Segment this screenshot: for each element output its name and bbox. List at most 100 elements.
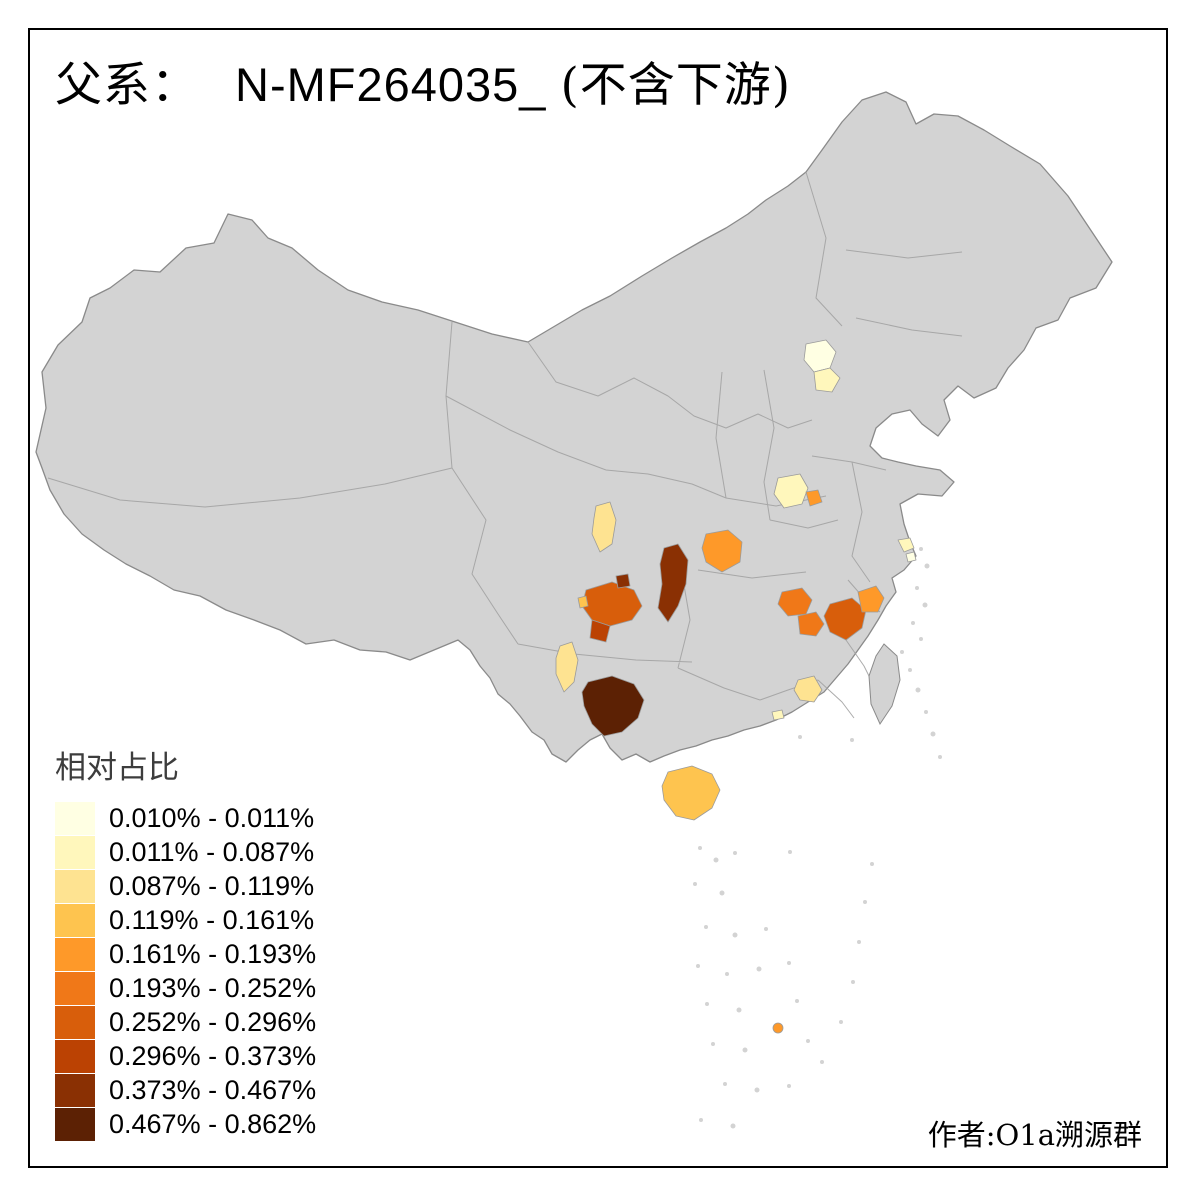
province-borders [47,171,963,719]
island-speck [820,1060,824,1064]
island-speck [863,900,867,904]
region-beijing-b [813,367,841,393]
legend-label: 0.087% - 0.119% [109,870,315,901]
island-speck [900,650,904,654]
legend-label: 0.011% - 0.087% [109,836,315,867]
island-speck [851,980,855,984]
legend-swatch [55,971,95,1005]
title-haplogroup-code: N-MF264035_ [235,58,547,111]
region-shanghai-a [897,537,915,553]
legend-item: 0.193% - 0.252% [55,971,316,1005]
island-speck [857,940,861,944]
legend-item: 0.119% - 0.161% [55,903,316,937]
island-speck [908,668,912,672]
legend-swatch [55,1073,95,1107]
island-speck [733,851,737,855]
region-hubei-small-dot [805,489,823,507]
legend-swatch [55,903,95,937]
legend: 相对占比 0.010% - 0.011% 0.011% - 0.087% 0.0… [55,742,316,1141]
island-speck [725,972,729,976]
region-pearl-delta-dot [771,709,785,721]
legend-swatch [55,835,95,869]
island-speck [713,857,719,863]
taiwan-island [868,643,901,726]
region-east-sichuan-dark [657,543,689,623]
region-sichuan-pale-dot [577,595,589,609]
island-speck [850,738,854,742]
region-south-sea-island [772,1022,784,1034]
region-south-yunnan-dark [581,675,645,737]
title-suffix: (不含下游) [560,58,792,113]
legend-item: 0.161% - 0.193% [55,937,316,971]
legend-item: 0.467% - 0.862% [55,1107,316,1141]
legend-swatch [55,1039,95,1073]
title-prefix: 父系： [55,58,199,113]
legend-swatch [55,869,95,903]
island-speck [698,846,702,850]
legend-label: 0.161% - 0.193% [109,938,317,969]
region-south-hunan [797,611,825,637]
legend-item: 0.011% - 0.087% [55,835,316,869]
region-north-guangdong [793,675,823,703]
island-speck [730,1123,736,1129]
island-speck [870,862,874,866]
legend-label: 0.252% - 0.296% [109,1006,317,1037]
region-hainan [661,765,721,821]
island-speck [704,925,708,929]
island-speck [915,586,919,590]
island-speck [919,547,923,551]
island-speck [938,755,942,759]
legend-label: 0.373% - 0.467% [109,1074,317,1105]
island-speck [699,1118,703,1122]
island-speck [787,1084,791,1088]
region-west-yunnan [555,641,579,693]
island-speck [754,1087,760,1093]
island-speck [711,1042,715,1046]
region-northwest-hubei [773,473,809,509]
island-speck [732,932,738,938]
island-speck [723,1082,727,1086]
island-speck [696,964,700,968]
island-speck [719,890,725,896]
island-speck [924,710,928,714]
island-speck [798,735,802,739]
legend-item: 0.010% - 0.011% [55,801,316,835]
colored-regions [555,339,917,1034]
island-speck [788,850,792,854]
island-speck [839,1020,843,1024]
legend-label: 0.296% - 0.373% [109,1040,317,1071]
island-speck [795,999,799,1003]
legend-item: 0.252% - 0.296% [55,1005,316,1039]
island-speck [736,1007,742,1013]
island-speck [915,687,921,693]
legend-title: 相对占比 [55,750,179,786]
island-speck [756,966,762,972]
island-speck [764,927,768,931]
attribution-text: 作者:O1a溯源群 [927,1118,1142,1152]
island-speck [742,1047,748,1053]
island-speck [693,882,697,886]
legend-item: 0.296% - 0.373% [55,1039,316,1073]
island-speck [806,1039,810,1043]
region-central-hubei [701,529,743,573]
region-shanghai-b [905,551,917,563]
legend-item: 0.087% - 0.119% [55,869,316,903]
island-speck [705,1002,709,1006]
legend-label: 0.010% - 0.011% [109,802,315,833]
island-speck [930,731,936,737]
island-speck [919,637,923,641]
region-jiangxi [823,597,867,641]
legend-swatch [55,801,95,835]
legend-swatch [55,1107,95,1141]
region-sichuan-dot [615,573,631,589]
island-speck [924,563,930,569]
region-south-sichuan [589,619,611,643]
legend-label: 0.193% - 0.252% [109,972,317,1003]
legend-swatch [55,1005,95,1039]
legend-label: 0.467% - 0.862% [109,1108,317,1139]
island-speck [911,621,915,625]
legend-label: 0.119% - 0.161% [109,904,315,935]
legend-item: 0.373% - 0.467% [55,1073,316,1107]
small-islands [693,547,942,1129]
